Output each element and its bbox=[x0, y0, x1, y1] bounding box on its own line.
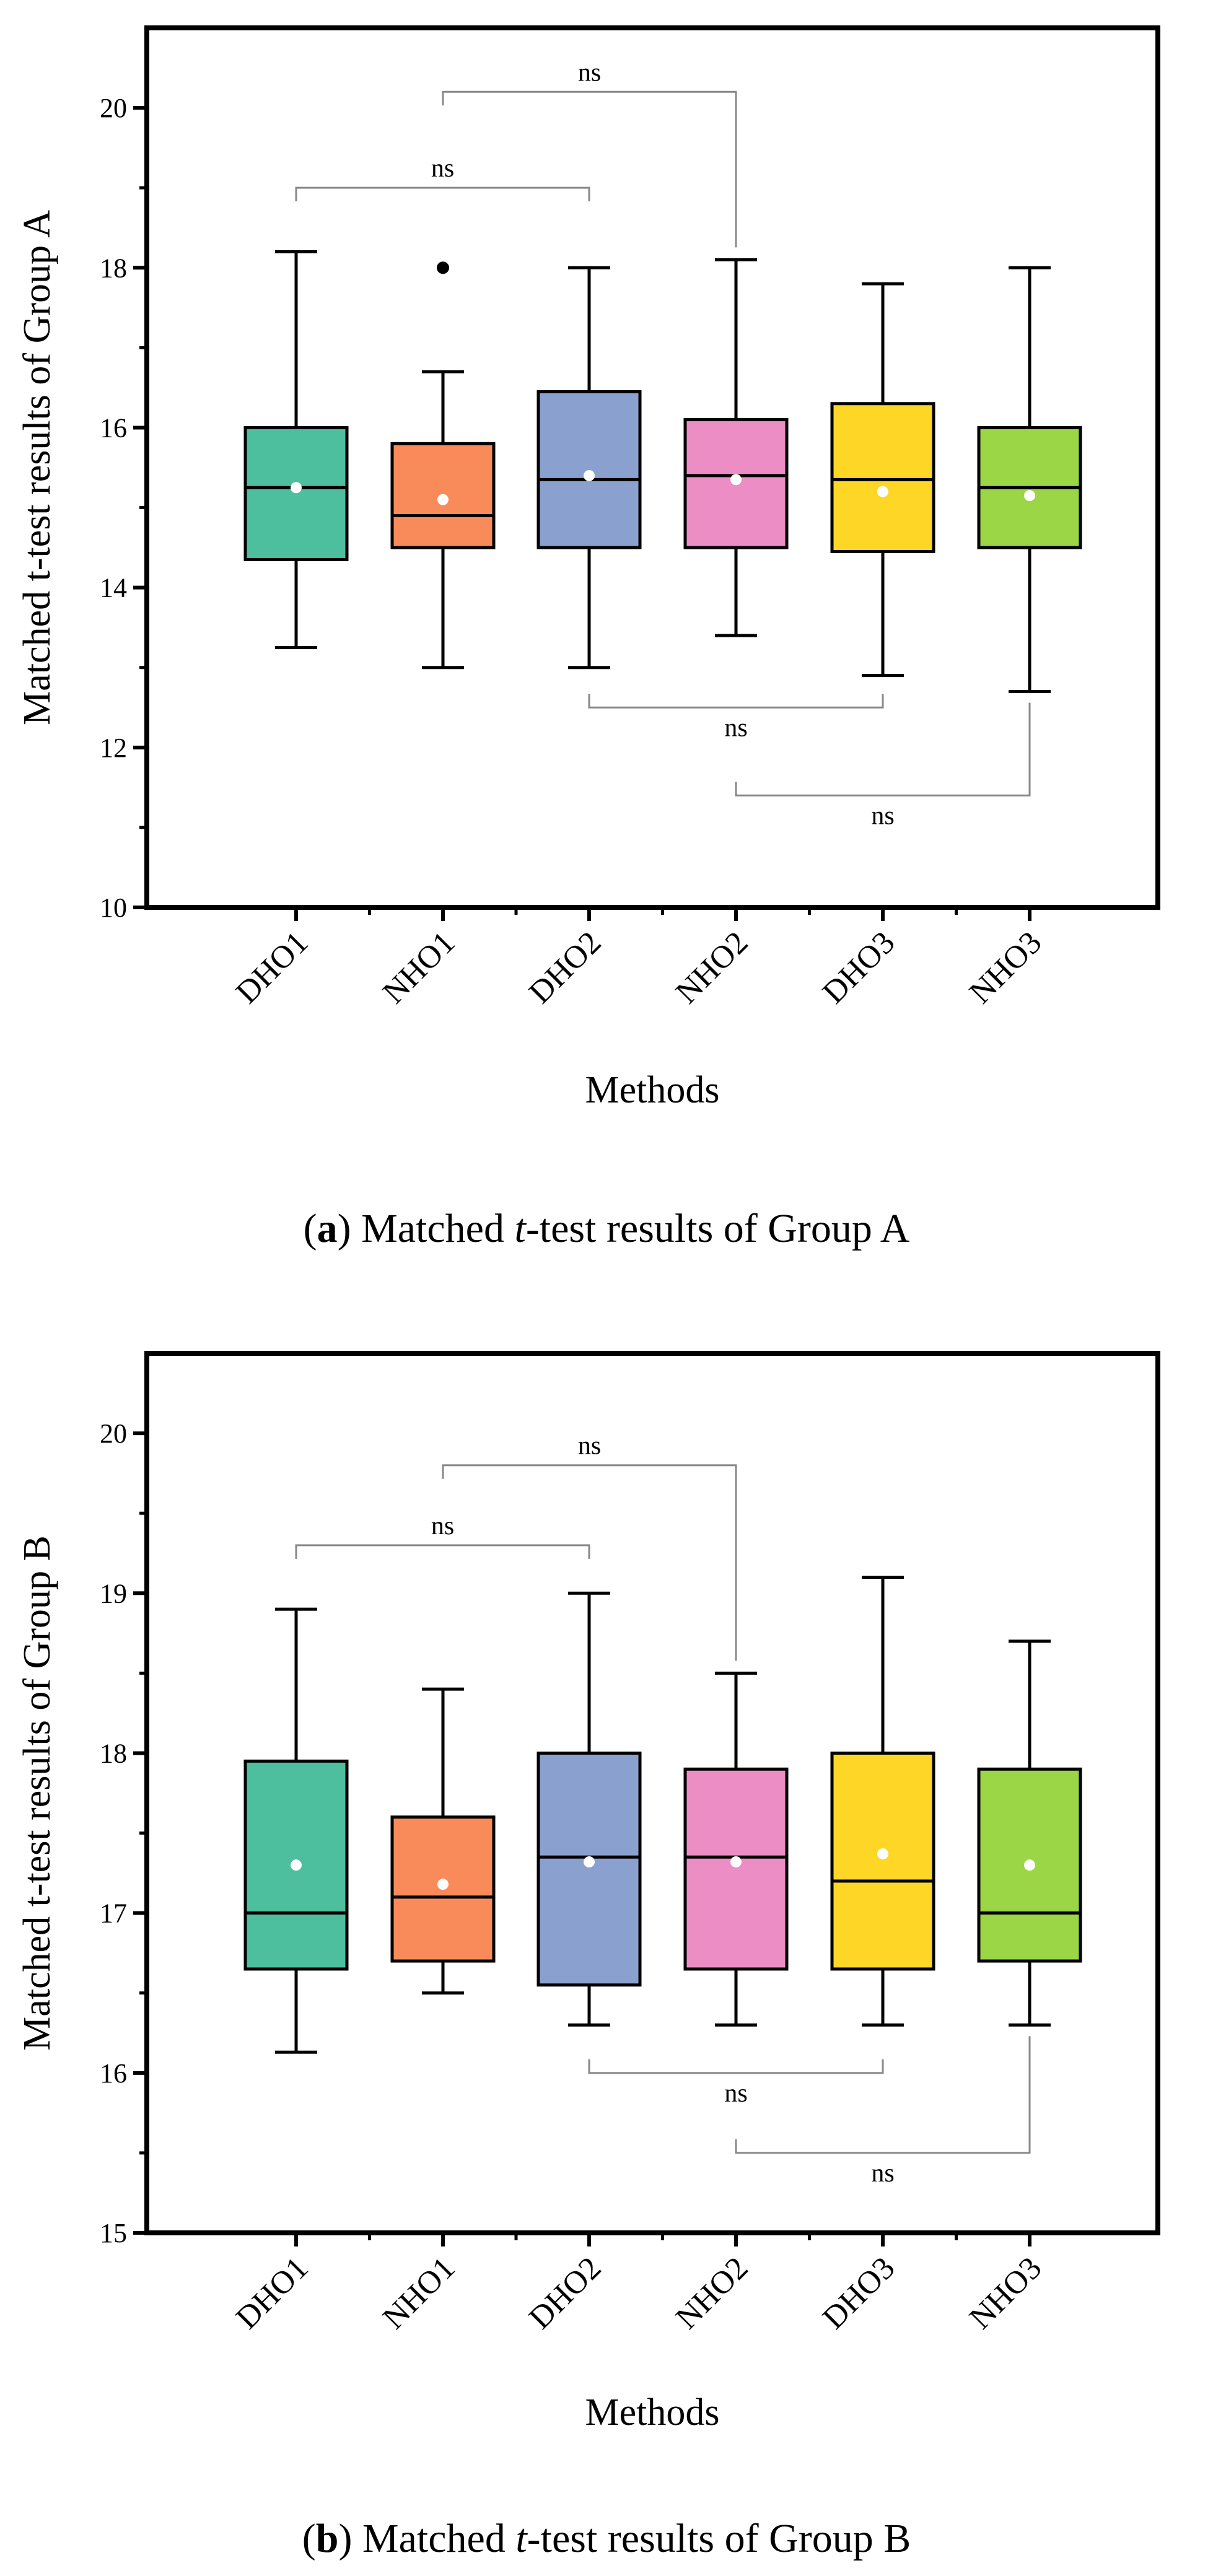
x-tick-label-nho3-a: NHO3 bbox=[963, 925, 1048, 1010]
comparison-label-a: ns bbox=[871, 801, 894, 830]
x-tick-label-dho1-a: DHO1 bbox=[229, 925, 315, 1010]
y-tick-label-a: 18 bbox=[100, 253, 127, 283]
mean-marker-nho3-a bbox=[1024, 490, 1035, 502]
comparison-bracket-a bbox=[295, 186, 590, 202]
y-tick-label-a: 14 bbox=[100, 573, 127, 603]
x-tick-label-dho2-b: DHO2 bbox=[522, 2250, 608, 2336]
mean-marker-nho1-a bbox=[437, 494, 449, 505]
x-tick-label-nho1-a: NHO1 bbox=[376, 925, 462, 1010]
comparison-bracket-a bbox=[442, 90, 737, 248]
mean-marker-nho2-a bbox=[730, 474, 742, 486]
y-tick-label-b: 17 bbox=[100, 1898, 127, 1929]
comparison-label-a: ns bbox=[724, 714, 747, 742]
comparison-bracket-b bbox=[588, 2059, 884, 2074]
y-axis-title-a: Matched t-test results of Group A bbox=[16, 210, 58, 725]
y-tick-label-a: 12 bbox=[100, 733, 127, 763]
y-tick-label-b: 20 bbox=[100, 1418, 127, 1449]
mean-marker-dho1-a bbox=[291, 482, 302, 494]
y-tick-label-b: 19 bbox=[100, 1578, 127, 1609]
x-axis-title-a: Methods bbox=[585, 1069, 720, 1111]
mean-marker-dho2-a bbox=[584, 469, 595, 481]
boxes-b bbox=[243, 1575, 1082, 2054]
comparison-brackets-b: ns ns ns ns bbox=[295, 1432, 1031, 2188]
y-tick-label-b: 16 bbox=[100, 2058, 127, 2089]
panel-b: 15 16 17 18 19 20 DHO1 NHO1 DHO2 NHO2 DHO3 NHO3 ns… bbox=[16, 1351, 1160, 2561]
box-dho2-b bbox=[536, 1751, 642, 1987]
plot-frame-b bbox=[144, 1351, 1160, 2235]
comparison-bracket-b bbox=[295, 1544, 590, 1559]
comparison-label-b: ns bbox=[871, 2159, 894, 2188]
x-ticks-b: DHO1 NHO1 DHO2 NHO2 DHO3 NHO3 bbox=[229, 2233, 1048, 2336]
comparison-label-b: ns bbox=[578, 1432, 601, 1460]
boxes-a bbox=[243, 250, 1082, 693]
mean-marker-dho3-a bbox=[877, 486, 888, 497]
x-tick-label-nho2-b: NHO2 bbox=[669, 2250, 755, 2336]
box-dho3-a bbox=[830, 402, 935, 554]
panel-a: 10 12 14 16 18 20 DHO1 NHO1 DHO2 NHO2 DHO3 NHO3 ns… bbox=[16, 25, 1160, 1251]
x-tick-label-dho3-b: DHO3 bbox=[816, 2250, 901, 2336]
comparison-bracket-b bbox=[442, 1464, 737, 1661]
mean-marker-nho1-b bbox=[437, 1879, 449, 1890]
y-tick-label-a: 10 bbox=[100, 893, 127, 923]
x-tick-label-dho2-a: DHO2 bbox=[522, 925, 608, 1010]
caption-a: (a) Matched t-test results of Group A bbox=[304, 1206, 910, 1251]
outlier-point-nho1-a bbox=[437, 261, 449, 274]
x-tick-label-nho3-b: NHO3 bbox=[963, 2250, 1048, 2336]
y-tick-label-a: 20 bbox=[100, 93, 127, 123]
box-nho2-b bbox=[683, 1767, 789, 1971]
y-ticks-b: 15 16 17 18 19 20 bbox=[100, 1418, 147, 2248]
y-tick-label-b: 18 bbox=[100, 1738, 127, 1768]
comparison-bracket-b bbox=[735, 2036, 1031, 2154]
y-ticks-a: 10 12 14 16 18 20 bbox=[100, 93, 147, 923]
comparison-label-a: ns bbox=[578, 58, 601, 87]
x-tick-label-dho3-a: DHO3 bbox=[816, 925, 901, 1010]
comparison-bracket-a bbox=[588, 694, 884, 709]
mean-marker-nho2-b bbox=[730, 1856, 742, 1868]
plot-frame-a bbox=[144, 25, 1160, 910]
x-axis-title-b: Methods bbox=[585, 2391, 720, 2434]
box-dho1-a bbox=[243, 426, 349, 561]
box-dho3-b bbox=[830, 1751, 935, 1971]
caption-b: (b) Matched t-test results of Group B bbox=[302, 2516, 911, 2561]
mean-marker-dho3-b bbox=[877, 1848, 888, 1860]
x-ticks-a: DHO1 NHO1 DHO2 NHO2 DHO3 NHO3 bbox=[229, 907, 1048, 1011]
mean-marker-dho1-b bbox=[291, 1859, 302, 1871]
comparison-brackets-a: ns ns ns ns bbox=[295, 58, 1031, 830]
x-tick-label-dho1-b: DHO1 bbox=[229, 2250, 315, 2336]
y-axis-title-b: Matched t-test results of Group B bbox=[16, 1535, 58, 2051]
comparison-label-a: ns bbox=[431, 154, 454, 183]
x-tick-label-nho1-b: NHO1 bbox=[376, 2250, 462, 2336]
comparison-label-b: ns bbox=[431, 1512, 454, 1540]
y-tick-label-a: 16 bbox=[100, 413, 127, 443]
x-tick-label-nho2-a: NHO2 bbox=[669, 925, 755, 1010]
mean-marker-dho2-b bbox=[584, 1856, 595, 1868]
y-tick-label-b: 15 bbox=[100, 2218, 127, 2248]
comparison-label-b: ns bbox=[724, 2079, 747, 2108]
box-dho2-a bbox=[536, 390, 642, 549]
comparison-bracket-a bbox=[735, 702, 1031, 797]
mean-marker-nho3-b bbox=[1024, 1859, 1035, 1871]
